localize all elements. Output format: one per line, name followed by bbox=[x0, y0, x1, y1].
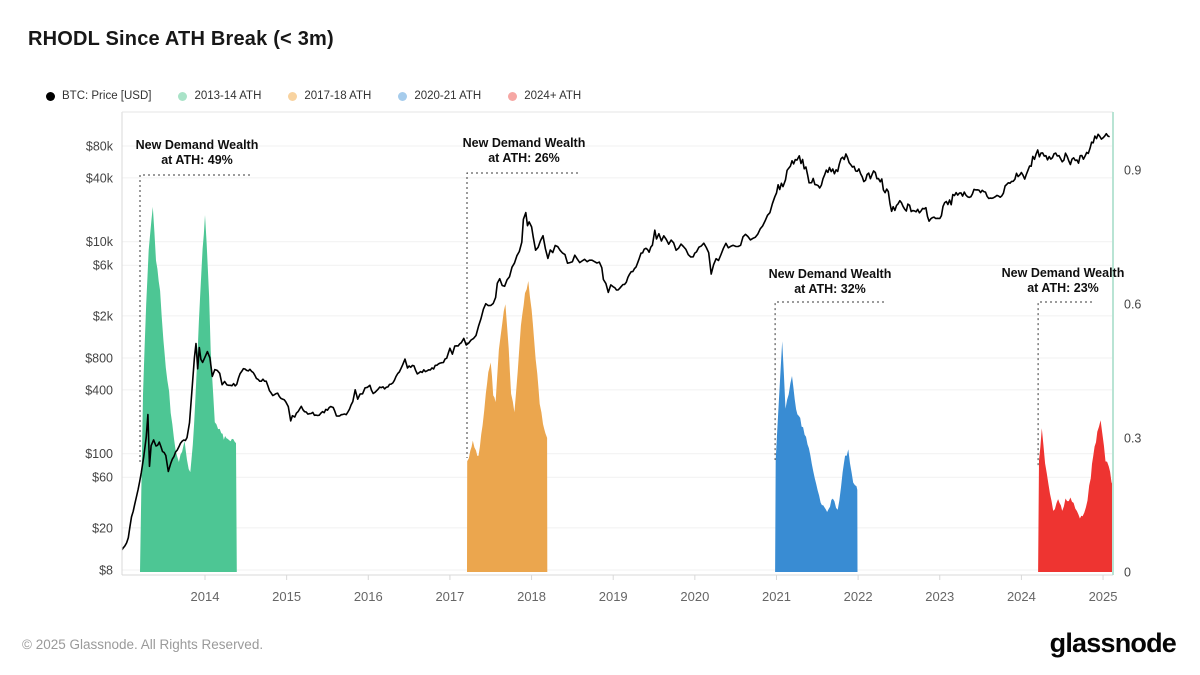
legend-item-2013-14-ath[interactable]: 2013-14 ATH bbox=[178, 90, 261, 102]
area-2017-18-ATH bbox=[467, 281, 548, 572]
annotation-dash-2024-ATH bbox=[1037, 301, 1092, 466]
year-tick-label: 2023 bbox=[925, 589, 954, 604]
ath-regions bbox=[140, 206, 1113, 572]
year-tick-label: 2016 bbox=[354, 589, 383, 604]
price-axis-tick-label: $20 bbox=[92, 521, 113, 535]
year-tick-label: 2025 bbox=[1089, 589, 1118, 604]
price-axis-tick-label: $10k bbox=[86, 235, 114, 249]
annotation-dash-2017-18-ATH bbox=[466, 172, 578, 458]
legend-label: 2013-14 ATH bbox=[194, 90, 262, 102]
year-tick-label: 2014 bbox=[191, 589, 220, 604]
annotation-line2: at ATH: 49% bbox=[161, 153, 233, 167]
price-axis-tick-label: $2k bbox=[93, 309, 114, 323]
annotation-line1: New Demand Wealth bbox=[135, 138, 259, 152]
year-tick-label: 2021 bbox=[762, 589, 791, 604]
rhodl-axis-tick-label: 0 bbox=[1124, 566, 1131, 580]
left-axis-labels: $80k $40k $10k $6k $2k $800 $400 $100 $60 $20 $8 bbox=[85, 140, 114, 578]
gridlines bbox=[122, 145, 1113, 571]
year-tick-label: 2015 bbox=[272, 589, 301, 604]
legend-dot-black bbox=[46, 91, 55, 101]
annotation-line2: at ATH: 26% bbox=[488, 151, 560, 165]
legend-dot-blue bbox=[398, 91, 408, 101]
area-2013-14-ATH bbox=[140, 206, 237, 572]
price-axis-tick-label: $80k bbox=[86, 140, 114, 154]
year-tick-label: 2018 bbox=[517, 589, 546, 604]
annotation-2017-18: New Demand Wealth at ATH: 26% bbox=[463, 136, 586, 166]
glassnode-logo: glassnode bbox=[1049, 628, 1177, 658]
annotation-dashes bbox=[139, 172, 1092, 466]
copyright-text: © 2025 Glassnode. All Rights Reserved. bbox=[22, 637, 264, 652]
btc-price-line bbox=[122, 132, 1110, 551]
price-axis-tick-label: $400 bbox=[85, 383, 113, 397]
annotation-2024: New Demand Wealth at ATH: 23% bbox=[1002, 266, 1125, 296]
area-2024-ATH bbox=[1038, 420, 1113, 572]
price-axis-tick-label: $800 bbox=[85, 352, 113, 366]
legend-dot-teal bbox=[178, 91, 188, 101]
annotation-dash-2013-14-ATH bbox=[139, 174, 250, 465]
annotation-dash-2020-21-ATH bbox=[774, 301, 884, 460]
legend-dot-orange bbox=[288, 91, 298, 101]
legend-label: 2024+ ATH bbox=[524, 90, 582, 102]
year-tick-label: 2019 bbox=[599, 589, 628, 604]
price-axis-tick-label: $8 bbox=[99, 564, 113, 578]
legend-dot-red bbox=[508, 91, 518, 101]
x-axis-labels: 2014 2015 2016 2017 2018 2019 2020 2021 2022 2023… bbox=[191, 575, 1118, 604]
legend-item-btc-price[interactable]: BTC: Price [USD] bbox=[46, 90, 151, 102]
legend-item-2020-21-ath[interactable]: 2020-21 ATH bbox=[398, 90, 481, 102]
legend: BTC: Price [USD] 2013-14 ATH 2017-18 ATH… bbox=[46, 90, 581, 102]
price-axis-tick-label: $40k bbox=[86, 171, 114, 185]
legend-item-2017-18-ath[interactable]: 2017-18 ATH bbox=[288, 90, 371, 102]
year-tick-label: 2024 bbox=[1007, 589, 1036, 604]
legend-label: BTC: Price [USD] bbox=[62, 90, 152, 102]
annotation-2013-14: New Demand Wealth at ATH: 49% bbox=[136, 138, 259, 168]
annotation-line1: New Demand Wealth bbox=[462, 136, 586, 150]
price-axis-tick-label: $100 bbox=[85, 447, 113, 461]
area-2020-21-ATH bbox=[775, 341, 858, 572]
chart-title: RHODL Since ATH Break (< 3m) bbox=[28, 28, 334, 50]
legend-item-2024-ath[interactable]: 2024+ ATH bbox=[508, 90, 581, 102]
rhodl-axis-tick-label: 0.9 bbox=[1124, 163, 1141, 177]
plot-border bbox=[121, 111, 1114, 576]
legend-label: 2020-21 ATH bbox=[414, 90, 482, 102]
price-axis-tick-label: $60 bbox=[92, 471, 113, 485]
annotation-2020-21: New Demand Wealth at ATH: 32% bbox=[769, 267, 892, 297]
annotation-line1: New Demand Wealth bbox=[768, 267, 892, 281]
right-axis-labels: 0.9 0.6 0.3 0 bbox=[1124, 163, 1141, 579]
price-axis-tick-label: $6k bbox=[93, 259, 114, 273]
legend-label: 2017-18 ATH bbox=[304, 90, 372, 102]
annotation-line2: at ATH: 23% bbox=[1027, 281, 1099, 295]
year-tick-label: 2020 bbox=[680, 589, 709, 604]
year-tick-label: 2022 bbox=[844, 589, 873, 604]
annotation-line1: New Demand Wealth bbox=[1001, 266, 1125, 280]
year-tick-label: 2017 bbox=[435, 589, 464, 604]
rhodl-axis-tick-label: 0.6 bbox=[1124, 297, 1141, 311]
annotation-line2: at ATH: 32% bbox=[794, 282, 866, 296]
rhodl-axis-tick-label: 0.3 bbox=[1124, 431, 1141, 445]
